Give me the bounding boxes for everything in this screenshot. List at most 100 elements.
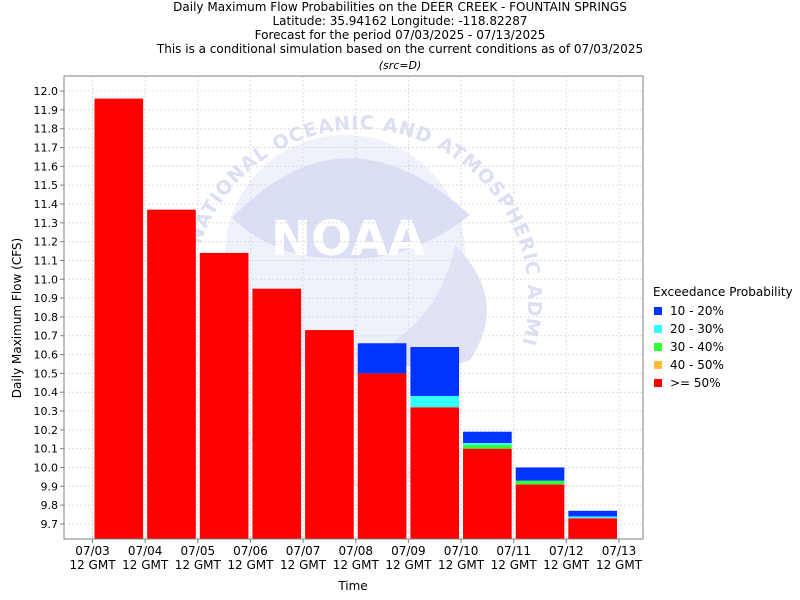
y-tick-label: 10.7 (34, 330, 59, 343)
y-tick-label: 9.7 (41, 518, 59, 531)
legend-item-30-40: 30 - 40% (653, 338, 793, 356)
bar-group (515, 467, 565, 539)
x-tick-label-time: 12 GMT (333, 558, 380, 572)
y-tick-label: 11.7 (34, 142, 59, 155)
source-note: (src=D) (378, 59, 422, 72)
legend-swatch-20-30 (654, 325, 662, 333)
y-tick-label: 10.4 (34, 386, 59, 399)
bar-segment-p10 (357, 343, 407, 374)
legend-item-50-plus: >= 50% (653, 374, 793, 392)
bar-segment-p50 (410, 407, 460, 539)
bars (94, 98, 617, 540)
bar-segment-p50 (199, 252, 249, 539)
bar-segment-p10 (463, 431, 512, 444)
legend-swatch-40-50 (654, 361, 662, 369)
y-tick-label: 11.6 (34, 160, 59, 173)
x-tick-label-date: 07/10 (444, 544, 479, 558)
x-tick-label-time: 12 GMT (385, 558, 432, 572)
chart-title-line-4: This is a conditional simulation based o… (156, 42, 644, 56)
bar-segment-p10 (568, 510, 617, 517)
y-tick-label: 11.3 (34, 217, 59, 230)
y-tick-label: 10.6 (34, 349, 59, 362)
bar-group (147, 209, 196, 540)
y-tick-label: 11.8 (34, 123, 59, 136)
legend-label-40-50: 40 - 50% (670, 358, 724, 372)
y-tick-label: 11.4 (34, 198, 59, 211)
y-tick-label: 10.0 (34, 461, 59, 474)
bar-segment-p50 (147, 209, 196, 540)
x-tick-label-date: 07/06 (233, 544, 268, 558)
y-tick-label: 11.0 (34, 273, 59, 286)
bar-segment-p20 (568, 516, 617, 519)
bar-group (463, 431, 512, 539)
x-tick-label-time: 12 GMT (227, 558, 274, 572)
bar-group (410, 347, 460, 539)
legend-label-10-20: 10 - 20% (670, 304, 724, 318)
x-tick-label-time: 12 GMT (438, 558, 485, 572)
chart-titles: Daily Maximum Flow Probabilities on the … (0, 0, 800, 73)
bar-segment-p10 (410, 347, 460, 396)
x-tick-label-date: 07/12 (549, 544, 584, 558)
y-tick-label: 9.9 (41, 480, 59, 493)
x-tick-label-date: 07/04 (128, 544, 163, 558)
x-tick-label-date: 07/03 (75, 544, 110, 558)
y-tick-label: 11.5 (34, 179, 59, 192)
legend-item-10-20: 10 - 20% (653, 302, 793, 320)
bar-group (568, 510, 617, 539)
bar-segment-p50 (305, 330, 354, 539)
legend-label-50-plus: >= 50% (670, 376, 721, 390)
legend-item-20-30: 20 - 30% (653, 320, 793, 338)
bar-segment-p50 (94, 98, 144, 540)
watermark-logo-text: NOAA (271, 211, 425, 267)
x-tick-label-time: 12 GMT (122, 558, 169, 572)
x-tick-label-date: 07/09 (391, 544, 426, 558)
legend: Exceedance Probability 10 - 20% 20 - 30%… (653, 284, 793, 392)
legend-swatch-30-40 (654, 343, 662, 351)
bar-group (357, 343, 407, 539)
chart-title-line-3: Forecast for the period 07/03/2025 - 07/… (254, 28, 546, 42)
bar-segment-p50 (463, 448, 512, 539)
bar-segment-p20 (463, 443, 512, 445)
x-tick-label-date: 07/13 (602, 544, 637, 558)
y-tick-label: 11.2 (34, 236, 59, 249)
x-tick-label-time: 12 GMT (175, 558, 222, 572)
bar-segment-p50 (568, 518, 617, 539)
legend-label-30-40: 30 - 40% (670, 340, 724, 354)
legend-swatch-50-plus (654, 379, 662, 387)
x-tick-label-date: 07/07 (286, 544, 321, 558)
bar-group (94, 98, 144, 540)
legend-item-40-50: 40 - 50% (653, 356, 793, 374)
y-tick-label: 10.3 (34, 405, 59, 418)
x-tick-label-time: 12 GMT (69, 558, 116, 572)
legend-swatch-10-20 (654, 307, 662, 315)
x-tick-label-date: 07/08 (338, 544, 373, 558)
x-tick-label-time: 12 GMT (491, 558, 538, 572)
y-tick-label: 9.8 (41, 499, 59, 512)
y-tick-label: 10.8 (34, 311, 59, 324)
y-axis-label: Daily Maximum Flow (CFS) (10, 238, 24, 398)
x-tick-label-date: 07/11 (496, 544, 531, 558)
y-tick-label: 11.1 (34, 254, 59, 267)
bar-group (199, 252, 249, 539)
y-tick-label: 11.9 (34, 104, 59, 117)
y-tick-label: 12.0 (34, 85, 59, 98)
y-tick-label: 10.1 (34, 443, 59, 456)
bar-segment-p50 (515, 484, 565, 539)
x-tick-label-time: 12 GMT (596, 558, 643, 572)
chart-title-line-2: Latitude: 35.94162 Longitude: -118.82287 (272, 14, 528, 28)
x-tick-label-time: 12 GMT (543, 558, 590, 572)
bar-group (252, 288, 302, 539)
legend-label-20-30: 20 - 30% (670, 322, 724, 336)
x-tick-label-time: 12 GMT (280, 558, 327, 572)
x-tick-label-date: 07/05 (181, 544, 216, 558)
y-tick-label: 10.5 (34, 367, 59, 380)
bar-segment-p10 (515, 467, 565, 481)
y-axis-ticks: 9.7 9.8 9.9 10.0 10.1 10.2 10.3 10.4 10.5 10.6 10.… (34, 85, 64, 531)
y-tick-label: 10.9 (34, 292, 59, 305)
bar-segment-p30 (463, 444, 512, 449)
chart-title-line-1: Daily Maximum Flow Probabilities on the … (173, 0, 627, 14)
bar-segment-p30 (515, 480, 565, 485)
y-tick-label: 10.2 (34, 424, 59, 437)
